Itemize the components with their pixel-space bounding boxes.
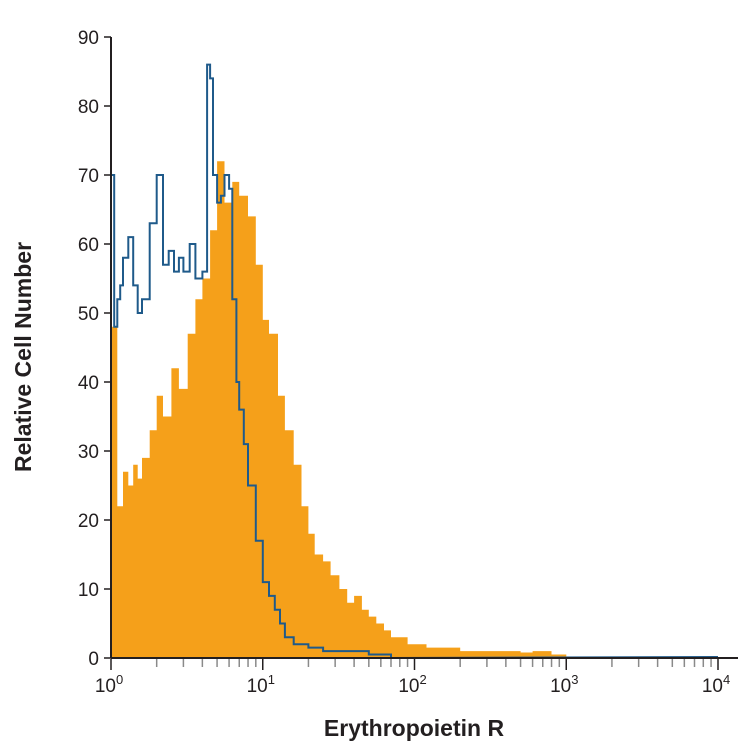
y-tick-label: 50 <box>78 304 99 325</box>
y-tick-label: 80 <box>78 97 99 118</box>
x-tick-label: 102 <box>398 672 426 697</box>
x-tick-label: 104 <box>702 672 730 697</box>
x-tick-label: 101 <box>247 672 275 697</box>
y-tick-label: 90 <box>78 28 99 49</box>
y-tick-label: 30 <box>78 442 99 463</box>
y-tick-label: 0 <box>88 649 99 670</box>
y-tick-label: 70 <box>78 166 99 187</box>
x-ticks: 100 101 102 103 104 <box>95 659 730 697</box>
outline-histogram-line <box>110 63 719 660</box>
y-tick-label: 60 <box>78 235 99 256</box>
x-tick-label: 100 <box>95 672 123 697</box>
x-axis-title: Erythropoietin R <box>324 715 505 741</box>
x-tick-label: 103 <box>550 672 578 697</box>
filled-histogram <box>111 161 567 658</box>
axes <box>110 37 738 659</box>
y-tick-label: 20 <box>78 511 99 532</box>
y-ticks: 0 10 20 30 40 50 60 70 80 90 <box>78 28 111 670</box>
y-axis-title: Relative Cell Number <box>10 242 36 472</box>
y-tick-label: 40 <box>78 373 99 394</box>
filled-histogram-area <box>111 161 567 658</box>
outline-histogram <box>110 63 719 660</box>
y-tick-label: 10 <box>78 580 99 601</box>
